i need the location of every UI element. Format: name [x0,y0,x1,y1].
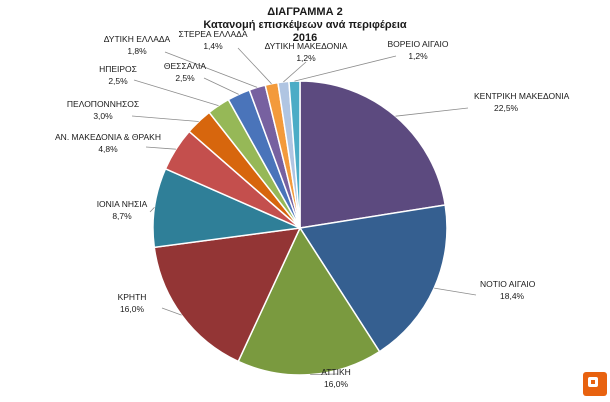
pie-slices [152,80,448,376]
chart-subtitle: Κατανομή επισκέψεων ανά περιφέρεια [203,19,407,31]
slice-label-0: ΚΕΝΤΡΙΚΗ ΜΑΚΕΔΟΝΙΑ [474,91,570,101]
leader-line-9 [164,51,258,88]
slice-label-8: ΘΕΣΣΑΛΙΑ [164,61,206,71]
leader-line-11 [283,61,307,83]
pie-slice-12 [288,80,301,229]
pie-slice-1 [298,204,448,353]
slice-value-8: 2,5% [175,73,195,83]
slice-value-10: 1,4% [203,41,223,51]
leader-line-5 [145,146,176,150]
slice-label-11: ΔΥΤΙΚΗ ΜΑΚΕΔΟΝΙΑ [265,41,348,51]
leader-line-1 [434,287,477,296]
leader-line-8 [203,77,239,95]
leader-line-0 [395,107,469,117]
slice-label-10: ΣΤΕΡΕΑ ΕΛΛΑΔΑ [178,29,247,39]
slice-label-3: ΚΡΗΤΗ [118,292,147,302]
slice-label-6: ΠΕΛΟΠΟΝΝΗΣΟΣ [67,99,139,109]
slice-label-12: ΒΟΡΕΙΟ ΑΙΓΑΙΟ [387,39,448,49]
brand-logo-icon [583,372,607,396]
slice-label-9: ΔΥΤΙΚΗ ΕΛΛΑΔΑ [104,34,171,44]
pie-slice-0 [299,80,447,229]
slice-value-5: 4,8% [98,144,118,154]
slice-value-7: 2,5% [108,76,128,86]
pie-leaders [131,47,477,375]
slice-value-0: 22,5% [494,103,519,113]
leader-line-10 [237,47,272,85]
slice-label-4: ΙΟΝΙΑ ΝΗΣΙΑ [97,199,148,209]
pie-labels: ΚΕΝΤΡΙΚΗ ΜΑΚΕΔΟΝΙΑ 22,5% ΝΟΤΙΟ ΑΙΓΑΙΟ 18,4%… [55,29,570,389]
slice-value-6: 3,0% [93,111,113,121]
pie-slice-3 [153,227,302,363]
slice-value-1: 18,4% [500,291,525,301]
leader-line-2 [310,373,339,375]
slice-label-2: ΑΤΤΙΚΗ [321,367,351,377]
chart-year: 2016 [292,32,318,44]
slice-value-4: 8,7% [112,211,132,221]
leader-line-4 [149,207,155,213]
slice-value-12: 1,2% [408,51,428,61]
slice-value-3: 16,0% [120,304,145,314]
leader-line-12 [294,55,397,82]
pie-slice-2 [237,226,381,376]
slice-value-2: 16,0% [324,379,349,389]
slice-value-9: 1,8% [127,46,147,56]
leader-line-6 [131,115,199,122]
slice-label-1: ΝΟΤΙΟ ΑΙΓΑΙΟ [480,279,536,289]
leader-line-7 [133,79,219,106]
slice-label-7: ΗΠΕΙΡΟΣ [99,64,137,74]
chart-title: ΔΙΑΓΡΑΜΜΑ 2 [267,6,343,18]
slice-value-11: 1,2% [296,53,316,63]
leader-line-3 [161,307,182,316]
slice-label-5: ΑΝ. ΜΑΚΕΔΟΝΙΑ & ΘΡΑΚΗ [55,132,161,142]
